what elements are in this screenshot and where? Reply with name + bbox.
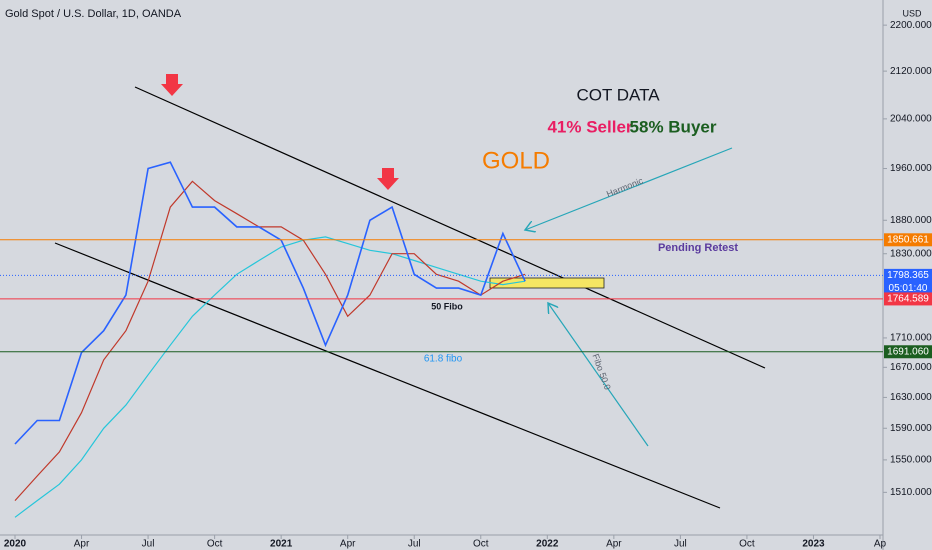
annotation: 61.8 fibo xyxy=(424,354,463,365)
y-tick-label: 2120.000 xyxy=(890,66,932,77)
x-tick-label: 2022 xyxy=(536,539,559,550)
series-line xyxy=(14,180,526,502)
y-tick-label: 1590.000 xyxy=(890,423,932,434)
y-tick-label: 1830.000 xyxy=(890,248,932,259)
trendline xyxy=(54,242,721,509)
x-tick-label: Jul xyxy=(142,539,155,550)
drawings xyxy=(54,74,766,509)
trendline xyxy=(134,86,766,369)
price-label-bg xyxy=(884,268,932,295)
price-label: 1850.661 xyxy=(887,234,929,245)
y-tick-label: 1670.000 xyxy=(890,362,932,373)
series-line xyxy=(14,161,526,445)
y-tick-label: 2040.000 xyxy=(890,114,932,125)
x-tick-label: Oct xyxy=(739,539,755,550)
price-label-bg xyxy=(884,292,932,306)
x-tick-label: Jul xyxy=(408,539,421,550)
arrow xyxy=(525,147,733,230)
x-tick-label: Jul xyxy=(674,539,687,550)
x-tick-label: Oct xyxy=(207,539,223,550)
countdown: 05:01:40 xyxy=(889,283,928,294)
x-tick-label: 2021 xyxy=(270,539,293,550)
annotation: 41% Seller xyxy=(547,117,632,136)
currency: USD xyxy=(902,8,922,18)
y-tick-label: 1630.000 xyxy=(890,392,932,403)
chart-title: Gold Spot / U.S. Dollar, 1D, OANDA xyxy=(5,8,182,20)
price-label: 1691.060 xyxy=(887,346,929,357)
y-tick-label: 1510.000 xyxy=(890,487,932,498)
y-tick-label: 2200.000 xyxy=(890,20,932,31)
x-tick-label: Ap xyxy=(874,539,887,550)
y-tick-label: 1550.000 xyxy=(890,455,932,466)
annotation: 50 Fibo xyxy=(431,301,463,311)
x-tick-label: Oct xyxy=(473,539,489,550)
arrow xyxy=(548,303,649,447)
annotation: 58% Buyer xyxy=(630,117,717,136)
price-label: 1764.589 xyxy=(887,294,929,305)
x-tick-label: 2020 xyxy=(4,539,27,550)
annotation: Pending Retest xyxy=(658,242,738,254)
y-tick-label: 1710.000 xyxy=(890,333,932,344)
series-line xyxy=(14,236,526,518)
price-label-bg xyxy=(884,233,932,247)
x-tick-label: Apr xyxy=(74,539,90,550)
annotation: GOLD xyxy=(482,147,550,174)
price-label-bg xyxy=(884,345,932,359)
y-tick-label: 1880.000 xyxy=(890,215,932,226)
price-label: 1798.365 xyxy=(887,270,929,281)
arrow-down xyxy=(161,74,183,96)
annotation: COT DATA xyxy=(576,85,660,104)
x-tick-label: Apr xyxy=(606,539,622,550)
plot xyxy=(0,161,883,518)
x-tick-label: Apr xyxy=(340,539,356,550)
y-tick-label: 1960.000 xyxy=(890,163,932,174)
x-tick-label: 2023 xyxy=(802,539,825,550)
arrow-down xyxy=(377,168,399,190)
